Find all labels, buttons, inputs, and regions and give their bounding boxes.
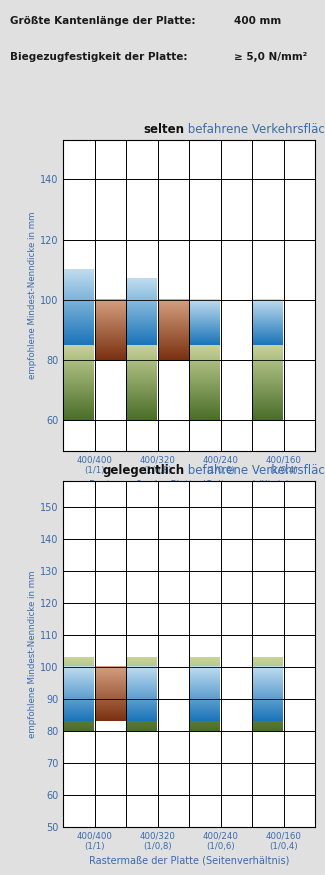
Text: gelegentlich: gelegentlich (102, 465, 184, 477)
Text: selten: selten (143, 123, 184, 136)
X-axis label: Rastermaße der Platte (Seitenverhältnis): Rastermaße der Platte (Seitenverhältnis) (89, 855, 290, 865)
Text: 400 mm: 400 mm (234, 17, 281, 26)
Text: befahrene Verkehrsflächen: befahrene Verkehrsflächen (184, 123, 325, 136)
X-axis label: Rastermaße der Platte (Seitenverhältnis): Rastermaße der Platte (Seitenverhältnis) (89, 479, 290, 489)
Text: Größte Kantenlänge der Platte:: Größte Kantenlänge der Platte: (10, 17, 195, 26)
Text: befahrene Verkehrsflächen: befahrene Verkehrsflächen (184, 465, 325, 477)
Y-axis label: empfohlene Mindest-Nenndicke in mm: empfohlene Mindest-Nenndicke in mm (28, 570, 37, 738)
Text: ≥ 5,0 N/mm²: ≥ 5,0 N/mm² (234, 52, 307, 62)
Text: Biegezugfestigkeit der Platte:: Biegezugfestigkeit der Platte: (10, 52, 187, 62)
Y-axis label: empfohlene Mindest-Nenndicke in mm: empfohlene Mindest-Nenndicke in mm (28, 212, 37, 379)
